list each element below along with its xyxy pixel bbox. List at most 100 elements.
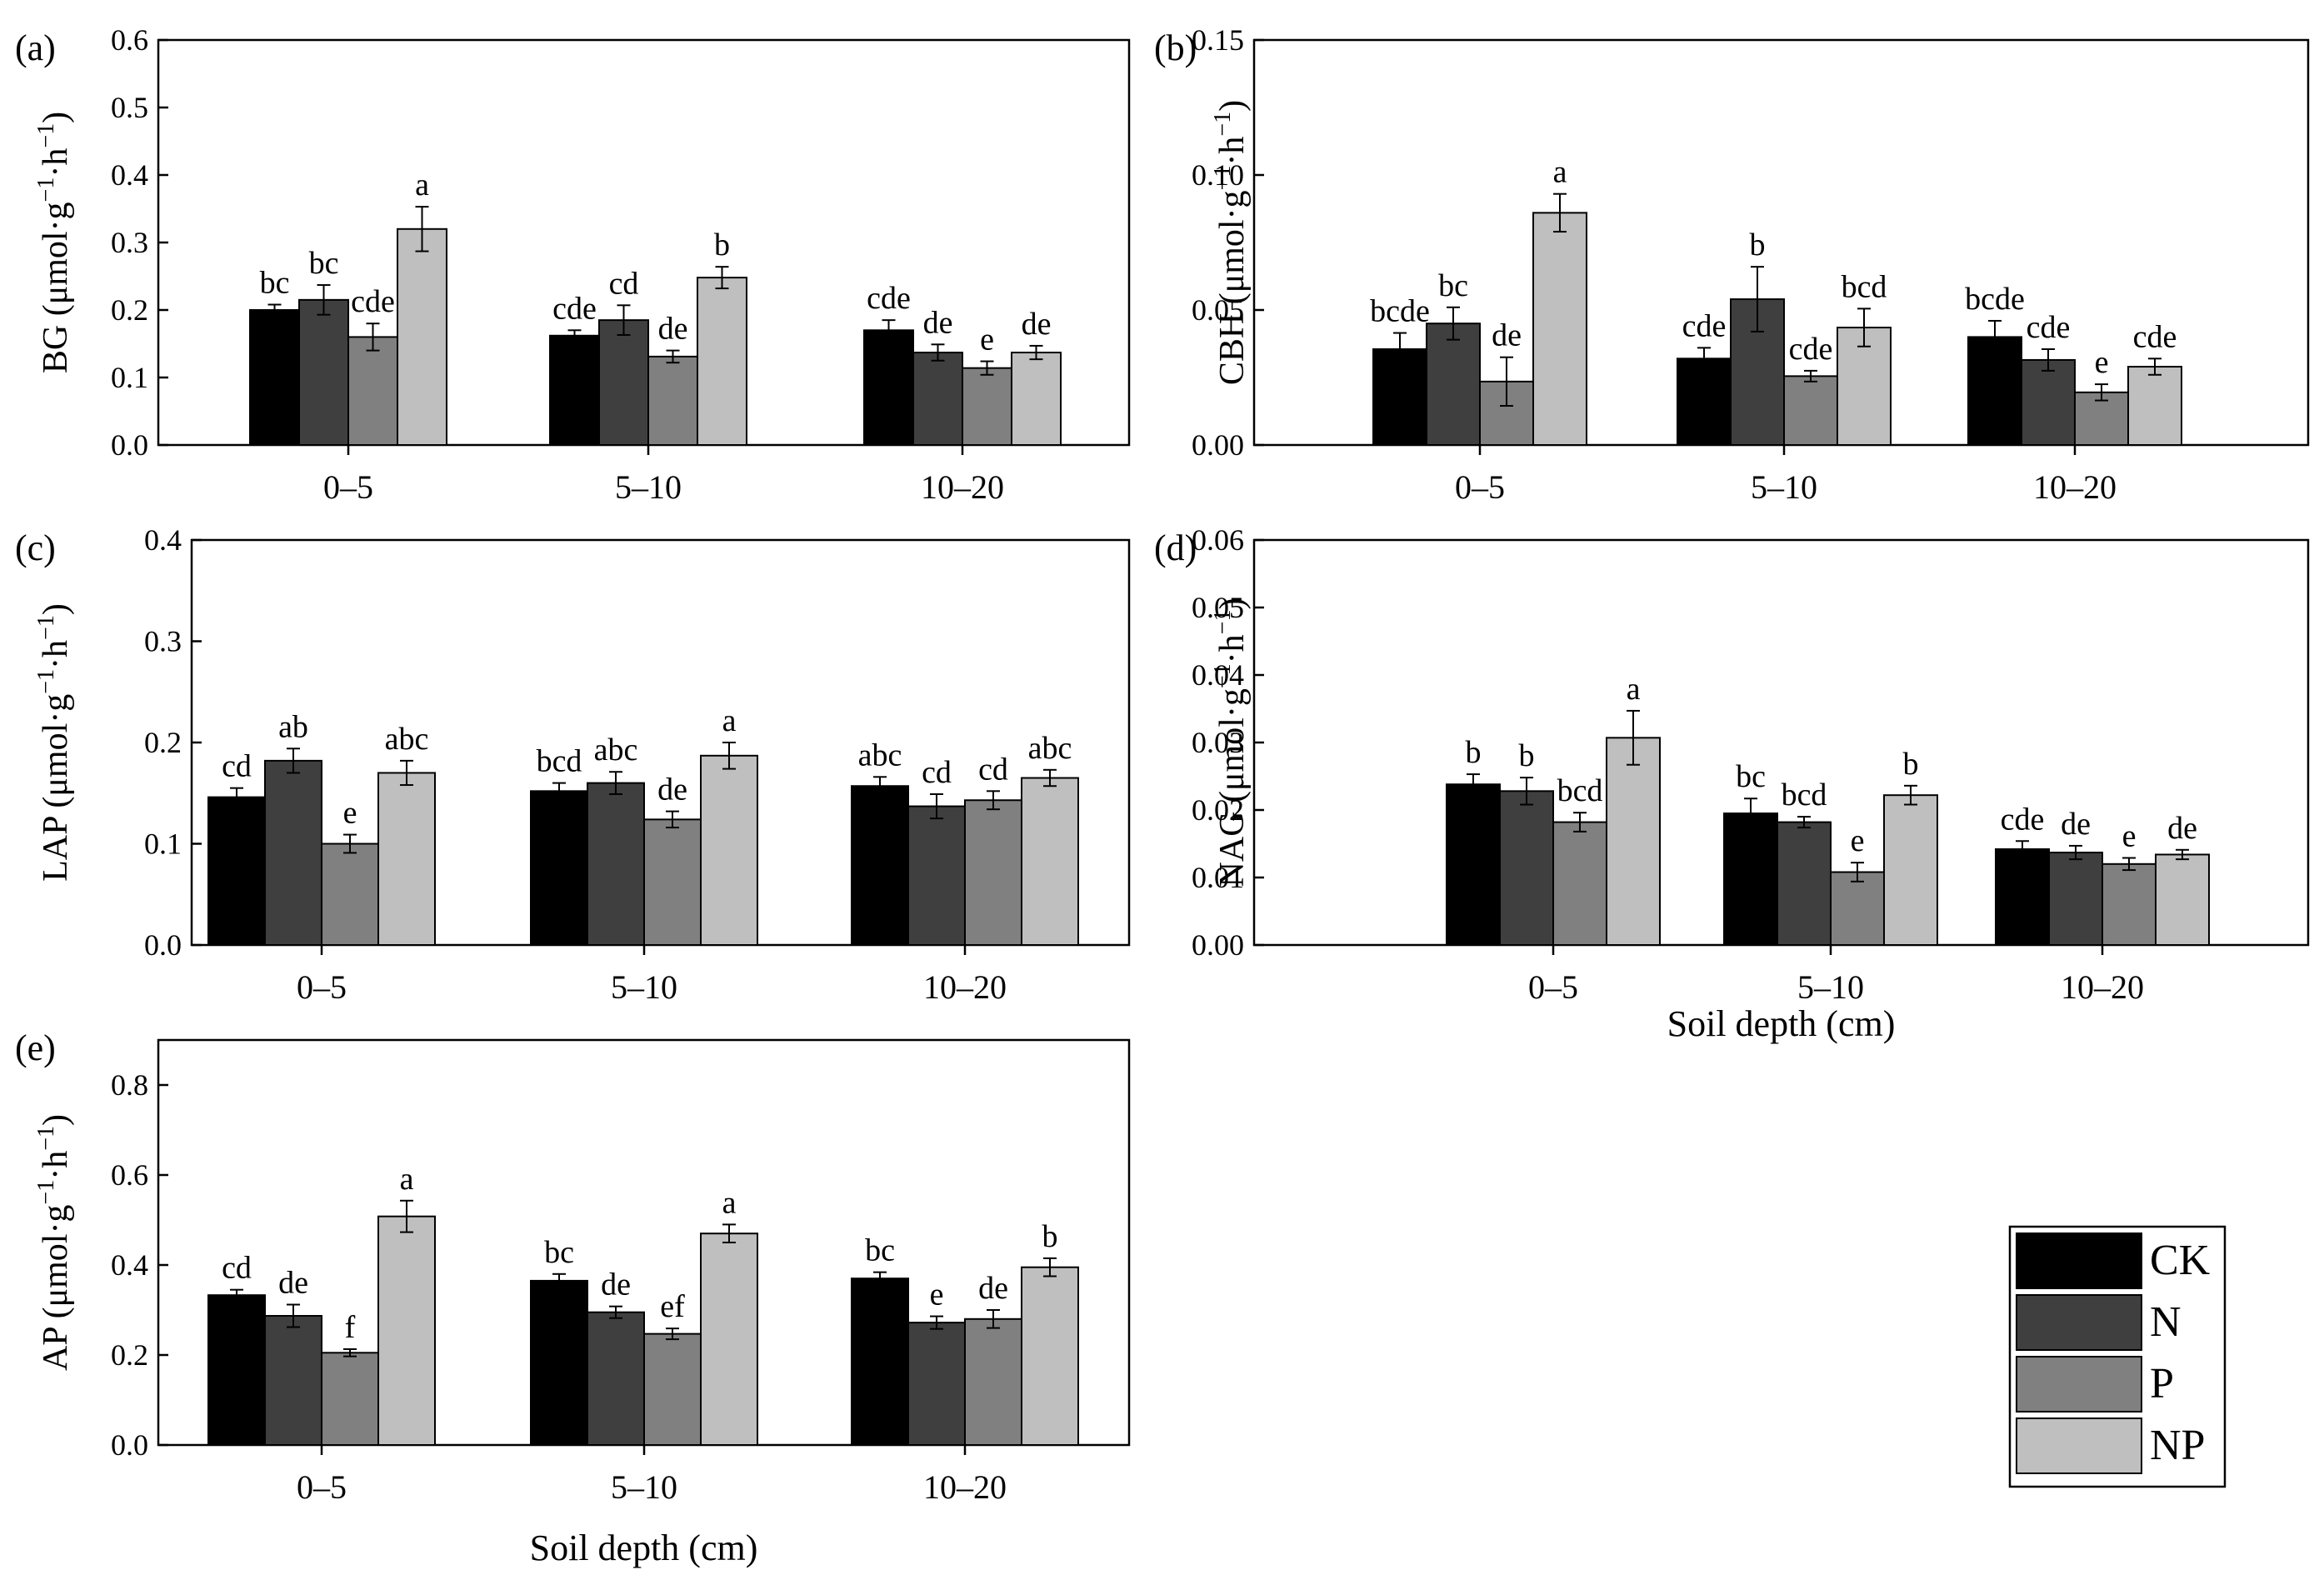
x-tick-label: 0–5 [1528, 968, 1578, 1006]
error-bar [609, 1305, 622, 1319]
error-bar [722, 1223, 736, 1243]
error-bar [617, 304, 631, 336]
error-bar [1043, 768, 1057, 788]
bar-p-0–5 [321, 1352, 379, 1447]
y-tick-label: 0.05 [1192, 293, 1244, 327]
bar-n-10–20 [907, 805, 966, 946]
x-tick-label: 0–5 [323, 468, 373, 506]
x-tick-label: 0–5 [297, 968, 347, 1006]
y-tick-label: 0.4 [144, 523, 182, 557]
error-bar [567, 329, 582, 342]
bar-np-10–20 [1011, 352, 1062, 446]
y-tick-label: 0.3 [144, 625, 182, 658]
significance-letter: bcde [1370, 294, 1430, 329]
error-bar [400, 1199, 413, 1233]
bar-ck-5–10 [549, 334, 600, 446]
y-tick-label: 0.2 [111, 293, 148, 327]
bar-np-0–5 [377, 772, 436, 947]
significance-letter: abc [594, 732, 638, 768]
panel-label: (b) [1154, 28, 1197, 68]
y-tick-label: 0.0 [111, 1428, 148, 1462]
y-tick-label: 0.10 [1192, 158, 1244, 192]
significance-letter: de [278, 1266, 308, 1301]
bar-np-10–20 [2127, 366, 2182, 447]
bar-p-0–5 [1552, 821, 1607, 947]
significance-letter: de [2167, 811, 2197, 846]
y-tick-label: 0.4 [111, 158, 148, 192]
significance-letter: cde [2027, 310, 2071, 345]
error-bar [930, 792, 943, 820]
bar-p-5–10 [1830, 871, 1885, 947]
significance-letter: e [930, 1278, 944, 1312]
legend-swatch-n [2016, 1294, 2142, 1351]
significance-letter: b [1042, 1219, 1058, 1254]
legend-label-n: N [2150, 1298, 2182, 1346]
error-bar [1751, 266, 1764, 332]
bar-p-5–10 [643, 1332, 702, 1446]
bar-np-0–5 [377, 1215, 436, 1447]
significance-letter: bcd [1782, 778, 1827, 812]
error-bar [2095, 383, 2108, 402]
panel-label: (d) [1154, 528, 1197, 568]
y-tick-label: 0.00 [1192, 428, 1244, 462]
y-tick-label: 0.0 [111, 428, 148, 462]
error-bar [230, 787, 243, 808]
legend-label-np: NP [2150, 1422, 2205, 1469]
x-tick-label: 0–5 [1455, 468, 1505, 506]
bar-n-10–20 [2048, 852, 2103, 947]
y-tick-label: 0.8 [111, 1068, 148, 1102]
y-tick-label: 0.1 [111, 361, 148, 394]
significance-letter: cde [2133, 319, 2177, 354]
error-bar [287, 748, 300, 774]
bar-n-0–5 [264, 1315, 322, 1447]
y-tick-label: 0.6 [111, 1158, 148, 1192]
error-bar [722, 742, 736, 770]
significance-letter: cd [222, 1251, 252, 1286]
bar-ck-0–5 [249, 309, 300, 446]
y-tick-label: 0.3 [111, 226, 148, 259]
y-tick-label: 0.1 [144, 828, 182, 861]
significance-letter: cde [2001, 802, 2045, 837]
bar-np-10–20 [2155, 853, 2210, 946]
bar-p-10–20 [964, 1318, 1022, 1447]
panel-label: (e) [15, 1028, 56, 1068]
panel-label: (a) [15, 28, 56, 68]
significance-letter: b [1750, 228, 1766, 262]
y-tick-label: 0.5 [111, 91, 148, 124]
y-tick-label: 0.05 [1192, 591, 1244, 624]
significance-letter: ef [660, 1289, 685, 1324]
error-bar [873, 776, 887, 797]
error-bar [666, 1328, 679, 1341]
x-tick-label: 10–20 [923, 968, 1007, 1006]
y-tick-label: 0.2 [144, 726, 182, 759]
x-tick-label: 5–10 [1797, 968, 1864, 1006]
error-bar [873, 1271, 887, 1286]
significance-letter: bc [865, 1233, 895, 1268]
significance-letter: bc [260, 266, 290, 301]
error-bar [2069, 844, 2082, 861]
significance-letter: bcd [1842, 269, 1887, 304]
y-axis-label: CBH (μmol·g−1·h−1) [1210, 100, 1252, 385]
bar-np-5–10 [1883, 794, 1938, 946]
y-tick-label: 0.6 [111, 23, 148, 57]
bar-ck-5–10 [1677, 358, 1732, 447]
bar-ck-5–10 [530, 1279, 588, 1447]
bar-ck-10–20 [851, 1278, 909, 1446]
significance-letter: cd [978, 752, 1008, 787]
significance-letter: abc [385, 722, 429, 757]
y-tick-label: 0.01 [1192, 861, 1244, 894]
bar-n-5–10 [598, 319, 649, 446]
bar-p-10–20 [2102, 862, 2157, 947]
significance-letter: e [980, 322, 994, 358]
significance-letter: f [345, 1310, 356, 1345]
panel-d: 0.00 0.01 0.02 0.03 0.04 0.05 0.06 0–5 5–10 10–20… [1154, 523, 2310, 1044]
x-tick-label: 0–5 [297, 1468, 347, 1506]
bar-n-0–5 [264, 759, 322, 946]
error-bar [2176, 848, 2189, 861]
y-axis-label: BG (μmol·g−1·h−1) [33, 112, 75, 373]
bar-p-5–10 [647, 355, 698, 447]
error-bar [609, 771, 622, 795]
